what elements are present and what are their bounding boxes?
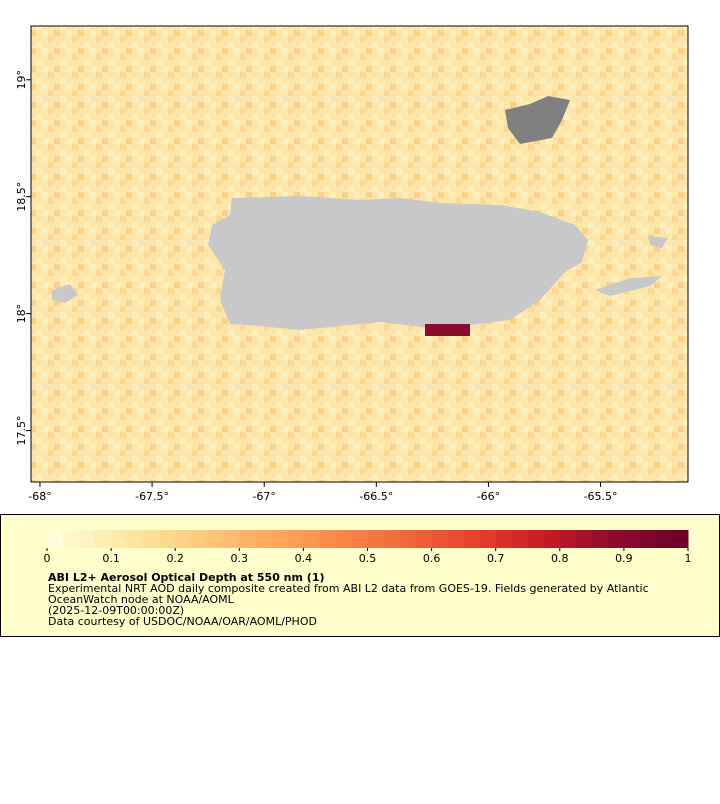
legend-line: Experimental NRT AOD daily composite cre…	[48, 582, 649, 595]
legend-line: (2025-12-09T00:00:00Z)	[48, 604, 184, 617]
colorbar-cell	[79, 530, 96, 548]
colorbar-tick-label: 0	[44, 552, 51, 565]
island	[648, 236, 668, 248]
colorbar-tick-label: 0.5	[359, 552, 377, 565]
colorbar-cell	[607, 530, 625, 548]
y-tick-label: 19°	[15, 70, 28, 90]
colorbar-cell	[287, 530, 304, 548]
colorbar-cell	[95, 530, 112, 548]
colorbar-cell	[271, 530, 288, 548]
colorbar-cell	[559, 530, 577, 548]
colorbar-cell	[655, 530, 673, 548]
colorbar-cell	[623, 530, 641, 548]
colorbar-tick-label: 0.3	[231, 552, 249, 565]
colorbar-cell	[367, 530, 385, 548]
colorbar-cell	[175, 530, 192, 548]
colorbar-cell	[415, 530, 433, 548]
colorbar-cell	[575, 530, 593, 548]
x-tick-label: -66°	[477, 490, 500, 503]
colorbar-tick-label: 0.4	[295, 552, 313, 565]
colorbar-tick-label: 0.1	[102, 552, 120, 565]
colorbar-cell	[639, 530, 657, 548]
colorbar-tick-label: 0.7	[487, 552, 505, 565]
colorbar-cell	[671, 530, 689, 548]
colorbar-cell	[335, 530, 352, 548]
colorbar-tick-label: 0.9	[615, 552, 633, 565]
island	[208, 196, 588, 330]
colorbar-cell	[527, 530, 545, 548]
colorbar-cell	[239, 530, 256, 548]
colorbar-cell	[543, 530, 561, 548]
legend-line: Data courtesy of USDOC/NOAA/OAR/AOML/PHO…	[48, 615, 317, 628]
colorbar-cell	[127, 530, 144, 548]
colorbar-cell	[63, 530, 80, 548]
colorbar-cell	[479, 530, 497, 548]
colorbar-cell	[159, 530, 176, 548]
colorbar-cell	[383, 530, 401, 548]
island	[595, 276, 662, 296]
colorbar-cell	[511, 530, 529, 548]
legend-title: ABI L2+ Aerosol Optical Depth at 550 nm …	[48, 571, 325, 584]
colorbar-cell	[591, 530, 609, 548]
y-tick-label: 18°	[15, 304, 28, 324]
colorbar-cell	[351, 530, 368, 548]
x-tick-label: -67.5°	[135, 490, 169, 503]
colorbar-cell	[463, 530, 481, 548]
colorbar-tick-label: 0.6	[423, 552, 441, 565]
x-tick-label: -65.5°	[584, 490, 618, 503]
y-tick-label: 18.5°	[15, 182, 28, 212]
colorbar-cell	[495, 530, 513, 548]
legend-line: OceanWatch node at NOAA/AOML	[48, 593, 235, 606]
colorbar-cell	[223, 530, 240, 548]
colorbar-cell	[447, 530, 465, 548]
hot-spot	[425, 324, 470, 336]
colorbar-tick-label: 0.8	[551, 552, 569, 565]
y-tick-label: 17.5°	[15, 416, 28, 446]
x-tick-label: -67°	[252, 490, 275, 503]
colorbar-cell	[207, 530, 224, 548]
colorbar-cell	[47, 530, 64, 548]
no-data	[505, 96, 570, 144]
colorbar-cell	[431, 530, 449, 548]
colorbar-cell	[303, 530, 320, 548]
x-tick-label: -66.5°	[359, 490, 393, 503]
colorbar-cell	[319, 530, 336, 548]
colorbar-cell	[191, 530, 208, 548]
island	[52, 284, 78, 303]
colorbar-cell	[255, 530, 272, 548]
colorbar-tick-label: 0.2	[166, 552, 184, 565]
colorbar-cell	[399, 530, 417, 548]
x-tick-label: -68°	[28, 490, 51, 503]
colorbar-cell	[111, 530, 128, 548]
colorbar-cell	[143, 530, 160, 548]
colorbar-tick-label: 1	[685, 552, 692, 565]
